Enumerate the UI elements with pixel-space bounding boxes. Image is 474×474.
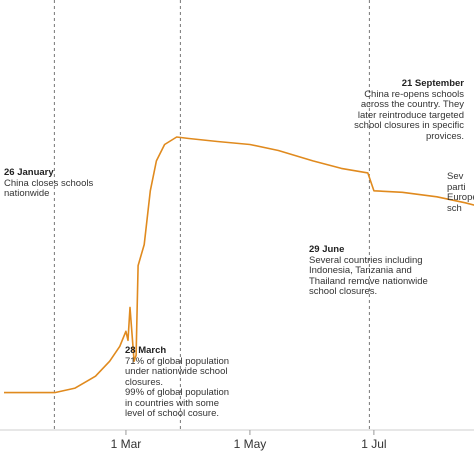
x-tick-label: 1 Mar: [111, 437, 142, 451]
annotation-title: 26 January: [4, 167, 54, 178]
series-line: [4, 136, 474, 394]
annotation-text: Sev parti Europe sch: [447, 172, 474, 214]
x-tick-label: 1 Jul: [361, 437, 386, 451]
annotation-several-countries-partial: Sev parti Europe sch: [447, 172, 474, 214]
annotation-28-march: 28 March 71% of global population under …: [125, 345, 230, 420]
x-tick-label: 1 May: [234, 437, 267, 451]
annotation-29-june: 29 June Several countries including Indo…: [309, 244, 428, 298]
annotation-text: Several countries including Indonesia, T…: [309, 254, 428, 297]
annotation-title: 21 September: [401, 78, 464, 89]
annotation-text: China closes schools nationwide: [4, 177, 94, 199]
annotation-title: 29 June: [309, 244, 345, 255]
event-markers: [53, 0, 370, 430]
annotation-title: 28 March: [125, 345, 167, 356]
annotation-text: China re-opens schools across the countr…: [354, 88, 464, 142]
annotation-21-september: 21 September China re-opens schools acro…: [354, 78, 464, 142]
annotation-26-january: 26 January China closes schools nationwi…: [4, 167, 94, 200]
annotation-text: 71% of global population under nationwid…: [125, 355, 230, 419]
